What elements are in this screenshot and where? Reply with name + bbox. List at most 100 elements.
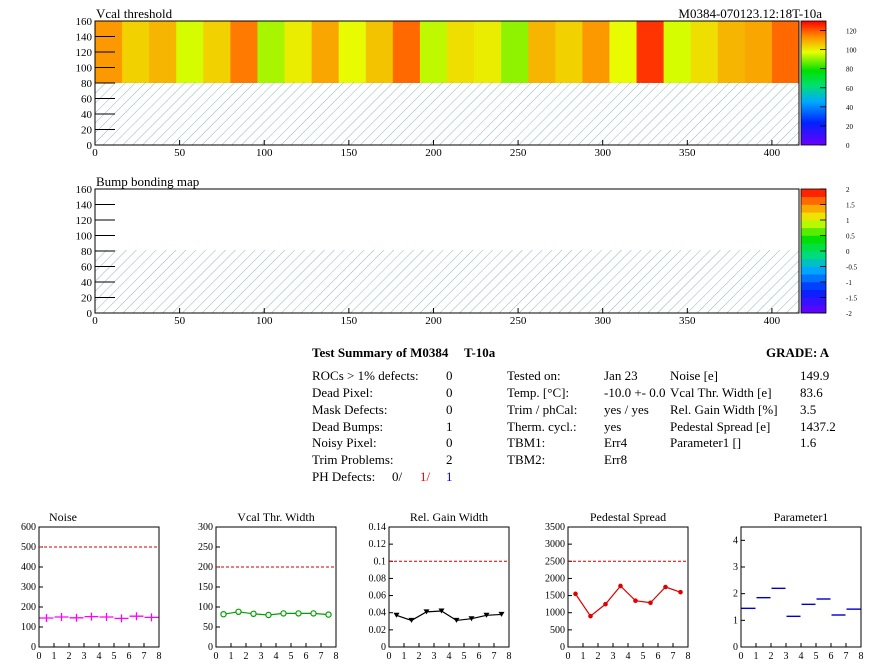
small-chart-ytick-label: 400: [21, 562, 36, 573]
map1-band: [338, 21, 367, 83]
small-chart-ytick-label: 0: [381, 642, 386, 653]
map1-band: [555, 21, 583, 83]
small-chart-xtick-label: 1: [754, 651, 759, 662]
map1-band: [609, 21, 638, 83]
small-chart-xtick-label: 6: [656, 651, 661, 662]
map2-palette-label: -0.5: [846, 264, 858, 272]
small-chart-ytick-label: 0.14: [369, 522, 387, 533]
map2-palette-band: [801, 274, 826, 283]
map2-palette-label: 1: [846, 217, 850, 225]
small-chart-xtick-label: 5: [814, 651, 819, 662]
small-chart-xtick-label: 3: [784, 651, 789, 662]
map1-ytick-label: 140: [76, 32, 93, 44]
map1-band: [419, 21, 448, 83]
map1-band: [203, 21, 231, 83]
small-chart-point: [483, 612, 490, 618]
small-chart-ytick-label: 2: [733, 589, 738, 600]
map2-palette-band: [801, 227, 826, 236]
small-chart-ytick-label: 500: [21, 542, 36, 553]
small-chart-ytick-label: 100: [21, 622, 36, 633]
small-chart-point: [39, 614, 54, 622]
small-chart-ytick-label: 300: [198, 522, 213, 533]
small-chart-ytick-label: 3500: [545, 522, 565, 533]
map2-palette-band: [801, 266, 826, 275]
map2-xtick-label: 350: [679, 315, 696, 327]
map2-palette-band: [801, 289, 826, 298]
small-chart-title: Pedestal Spread: [590, 510, 666, 524]
map2-palette-band: [801, 258, 826, 267]
small-chart-xtick-label: 1: [581, 651, 586, 662]
small-chart-frame: [38, 526, 160, 648]
small-chart-xtick-label: 8: [157, 651, 162, 662]
small-chart-xtick-label: 2: [769, 651, 774, 662]
map1-ytick-label: 0: [87, 140, 93, 152]
map1-band: [528, 21, 556, 83]
small-chart-frame: [567, 526, 689, 648]
small-chart-xtick-label: 0: [214, 651, 219, 662]
small-chart-xtick-label: 1: [229, 651, 234, 662]
small-chart-ytick-label: 1500: [545, 591, 565, 602]
map1-xtick-label: 150: [341, 147, 358, 159]
small-chart-xtick-label: 6: [829, 651, 834, 662]
map2-empty-region: [95, 250, 799, 313]
small-chart-point: [603, 601, 608, 607]
map1-band: [311, 21, 340, 83]
small-chart-point: [678, 589, 683, 595]
small-chart-point: [438, 608, 445, 614]
map1-ytick-label: 160: [76, 16, 93, 28]
small-chart-ytick-label: 3: [733, 562, 738, 573]
small-chart-point: [265, 611, 272, 619]
map1-palette-label: 120: [846, 28, 857, 36]
map2-ytick-label: 20: [81, 293, 93, 305]
small-chart-xtick-label: 6: [477, 651, 482, 662]
small-chart-title: Rel. Gain Width: [410, 510, 488, 524]
small-chart-point: [235, 608, 242, 616]
small-chart-ytick-label: 0: [208, 642, 213, 653]
map1-palette-label: 40: [846, 104, 854, 112]
small-chart-point: [468, 616, 475, 622]
map1-xtick-label: 400: [764, 147, 781, 159]
small-chart-point: [280, 610, 287, 617]
map2-palette: -2 -1.5 -1 -0.5 0 0.5 1 1.5 2: [800, 186, 858, 318]
small-chart-point: [393, 612, 400, 618]
small-chart-xtick-label: 6: [304, 651, 309, 662]
map1-xtick-label: 50: [174, 147, 186, 159]
small-chart-ytick-label: 0: [560, 642, 565, 653]
map2-xtick-label: 300: [594, 315, 611, 327]
small-chart-point: [453, 617, 460, 623]
small-chart-xtick-label: 7: [319, 651, 324, 662]
small-chart-xtick-label: 3: [432, 651, 437, 662]
small-chart-ytick-label: 0.06: [369, 591, 387, 602]
map1-xtick-label: 350: [679, 147, 696, 159]
map2-ytick-label: 120: [76, 215, 93, 227]
map2-plot: 0 50 100 150 200 250 300 350 400 0 20 40 60 80 100 120 1…: [76, 184, 800, 327]
map2-xtick-label: 250: [510, 315, 527, 327]
map1-band: [744, 21, 773, 83]
small-chart-point: [408, 617, 415, 623]
small-chart-ytick-label: 200: [21, 602, 36, 613]
small-chart-ytick-label: 3000: [545, 539, 565, 550]
map2-xtick-label: 50: [174, 315, 186, 327]
map2-palette-band: [801, 243, 826, 252]
small-chart-ytick-label: 200: [198, 562, 213, 573]
small-chart-series-line: [575, 585, 681, 618]
map1-ytick-label: 20: [81, 125, 93, 137]
map1-band: [663, 21, 692, 83]
map1-title: Vcal threshold: [96, 6, 173, 21]
small-chart-3: Rel. Gain Width 0 0.02 0.04 0.06 0.08 0.1 0.12 0…: [369, 510, 512, 662]
small-chart-xtick-label: 4: [626, 651, 631, 662]
small-chart-xtick-label: 7: [492, 651, 497, 662]
map2-xtick-label: 0: [92, 315, 98, 327]
small-chart-point: [99, 613, 114, 621]
map1-band: [690, 21, 719, 83]
map1-xtick-label: 0: [92, 147, 98, 159]
small-chart-frame: [388, 526, 510, 648]
small-chart-title: Parameter1: [774, 510, 829, 524]
small-chart-point: [220, 611, 227, 618]
small-chart-xtick-label: 3: [82, 651, 87, 662]
map2-palette-band: [801, 251, 826, 260]
small-chart-xtick-label: 3: [611, 651, 616, 662]
